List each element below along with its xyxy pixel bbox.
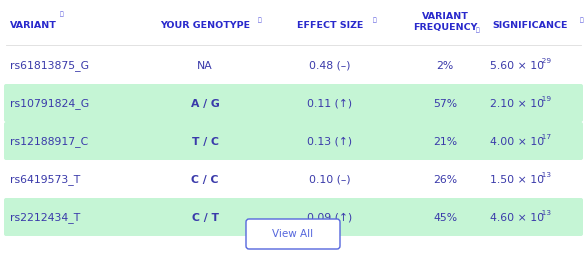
- Text: 0.13 (↑): 0.13 (↑): [308, 137, 353, 147]
- Text: 26%: 26%: [433, 175, 457, 185]
- FancyBboxPatch shape: [4, 198, 583, 236]
- FancyBboxPatch shape: [4, 122, 583, 160]
- Text: 2%: 2%: [436, 61, 454, 71]
- Text: 2.10 × 10: 2.10 × 10: [490, 99, 544, 109]
- Text: 0.09 (↑): 0.09 (↑): [308, 213, 353, 223]
- Text: 5.60 × 10: 5.60 × 10: [490, 61, 544, 71]
- Text: 1.50 × 10: 1.50 × 10: [490, 175, 544, 185]
- Text: ⓘ: ⓘ: [373, 17, 377, 23]
- Text: VARIANT: VARIANT: [10, 22, 57, 31]
- Text: rs2212434_T: rs2212434_T: [10, 213, 80, 224]
- Text: EFFECT SIZE: EFFECT SIZE: [297, 22, 363, 31]
- Text: NA: NA: [197, 61, 213, 71]
- Text: 0.48 (–): 0.48 (–): [309, 61, 351, 71]
- Text: A / G: A / G: [191, 99, 220, 109]
- Text: 45%: 45%: [433, 213, 457, 223]
- Text: VARIANT
FREQUENCY: VARIANT FREQUENCY: [413, 12, 477, 32]
- Text: rs61813875_G: rs61813875_G: [10, 60, 89, 72]
- Text: 0.10 (–): 0.10 (–): [309, 175, 351, 185]
- Text: 21%: 21%: [433, 137, 457, 147]
- FancyBboxPatch shape: [246, 219, 340, 249]
- FancyBboxPatch shape: [4, 84, 583, 122]
- Text: 0.11 (↑): 0.11 (↑): [308, 99, 353, 109]
- Text: ⓘ: ⓘ: [580, 17, 584, 23]
- Text: 57%: 57%: [433, 99, 457, 109]
- Text: -13: -13: [540, 172, 552, 178]
- Text: ⓘ: ⓘ: [476, 27, 480, 33]
- Text: -19: -19: [540, 96, 552, 102]
- Text: T / C: T / C: [191, 137, 218, 147]
- Text: SIGNIFICANCE: SIGNIFICANCE: [492, 22, 568, 31]
- Text: 4.60 × 10: 4.60 × 10: [490, 213, 544, 223]
- Text: rs10791824_G: rs10791824_G: [10, 99, 89, 109]
- Text: 4.00 × 10: 4.00 × 10: [490, 137, 544, 147]
- Text: -17: -17: [540, 134, 552, 140]
- Text: -29: -29: [540, 58, 552, 64]
- Text: C / C: C / C: [191, 175, 219, 185]
- Text: ⓘ: ⓘ: [258, 17, 262, 23]
- Text: C / T: C / T: [191, 213, 218, 223]
- Text: rs12188917_C: rs12188917_C: [10, 136, 88, 148]
- Text: View All: View All: [272, 229, 313, 239]
- Text: YOUR GENOTYPE: YOUR GENOTYPE: [160, 22, 250, 31]
- Text: -13: -13: [540, 210, 552, 216]
- Text: ⓘ: ⓘ: [60, 11, 64, 17]
- Text: rs6419573_T: rs6419573_T: [10, 175, 80, 185]
